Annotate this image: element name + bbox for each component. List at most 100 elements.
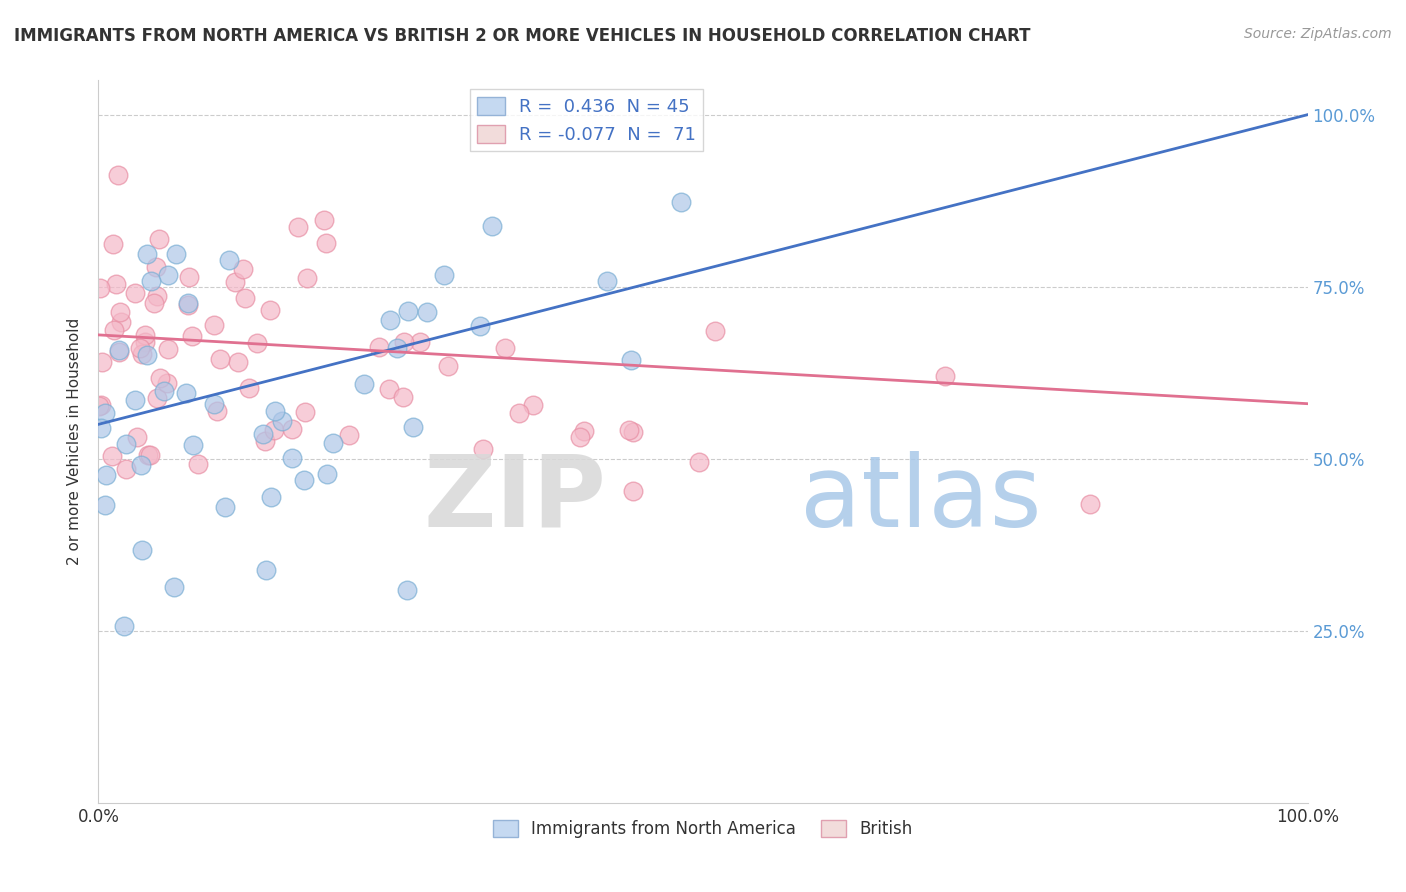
Point <box>392 390 415 404</box>
Point <box>238 381 260 395</box>
Point <box>94 468 117 483</box>
Point <box>131 347 153 361</box>
Point <box>621 483 644 498</box>
Point <box>156 376 179 391</box>
Point <box>124 285 146 300</box>
Point <box>494 342 516 356</box>
Point <box>101 237 124 252</box>
Point <box>368 340 391 354</box>
Point <box>568 430 591 444</box>
Point <box>619 423 641 437</box>
Point <box>127 430 149 444</box>
Point <box>204 397 226 411</box>
Point <box>224 275 246 289</box>
Point <box>259 303 281 318</box>
Point <box>402 420 425 434</box>
Point <box>294 405 316 419</box>
Point <box>89 280 111 294</box>
Point <box>378 382 401 396</box>
Point <box>205 404 228 418</box>
Point <box>433 268 456 282</box>
Point <box>146 289 169 303</box>
Point <box>153 384 176 398</box>
Point <box>337 428 360 442</box>
Point <box>596 274 619 288</box>
Point <box>380 313 402 327</box>
Point <box>149 371 172 385</box>
Point <box>135 247 157 261</box>
Point <box>472 442 495 456</box>
Point <box>314 213 336 227</box>
Point <box>246 336 269 351</box>
Point <box>145 260 167 274</box>
Text: atlas: atlas <box>800 450 1042 548</box>
Point <box>481 219 503 234</box>
Point <box>202 318 225 332</box>
Point <box>281 422 304 436</box>
Point <box>181 329 204 343</box>
Point <box>142 296 165 310</box>
Point <box>108 305 131 319</box>
Point <box>934 368 956 383</box>
Point <box>287 220 309 235</box>
Point <box>253 434 276 448</box>
Point <box>669 194 692 209</box>
Point <box>128 341 150 355</box>
Point <box>387 341 409 355</box>
Point <box>254 563 277 577</box>
Point <box>107 168 129 182</box>
Point <box>271 414 294 428</box>
Point <box>163 580 186 594</box>
Point <box>409 335 432 350</box>
Point <box>90 420 112 434</box>
Point <box>136 448 159 462</box>
Point <box>572 424 595 438</box>
Point <box>688 455 710 469</box>
Point <box>177 298 200 312</box>
Point <box>209 351 232 366</box>
Point <box>148 232 170 246</box>
Point <box>316 467 339 481</box>
Point <box>260 491 283 505</box>
Point <box>129 458 152 473</box>
Point <box>396 304 419 318</box>
Point <box>157 342 180 356</box>
Point <box>416 305 439 319</box>
Point <box>146 391 169 405</box>
Text: Source: ZipAtlas.com: Source: ZipAtlas.com <box>1244 27 1392 41</box>
Point <box>522 398 544 412</box>
Point <box>103 322 125 336</box>
Point <box>704 324 727 338</box>
Point <box>100 450 122 464</box>
Point <box>621 425 644 440</box>
Point <box>322 436 344 450</box>
Point <box>468 318 491 333</box>
Point <box>232 262 254 277</box>
Point <box>94 406 117 420</box>
Point <box>281 450 304 465</box>
Point <box>395 582 418 597</box>
Point <box>131 543 153 558</box>
Point <box>226 355 249 369</box>
Point <box>620 352 643 367</box>
Point <box>297 270 319 285</box>
Point <box>353 377 375 392</box>
Point <box>315 235 337 250</box>
Point <box>94 498 117 512</box>
Point <box>115 436 138 450</box>
Point <box>135 348 157 362</box>
Point <box>165 247 187 261</box>
Point <box>177 269 200 284</box>
Point <box>114 462 136 476</box>
Point <box>108 345 131 359</box>
Point <box>134 328 156 343</box>
Point <box>436 359 458 373</box>
Point <box>87 399 110 413</box>
Point <box>110 315 132 329</box>
Point <box>176 386 198 401</box>
Point <box>187 458 209 472</box>
Y-axis label: 2 or more Vehicles in Household: 2 or more Vehicles in Household <box>67 318 83 566</box>
Point <box>394 334 416 349</box>
Point <box>134 335 156 350</box>
Point <box>157 268 180 282</box>
